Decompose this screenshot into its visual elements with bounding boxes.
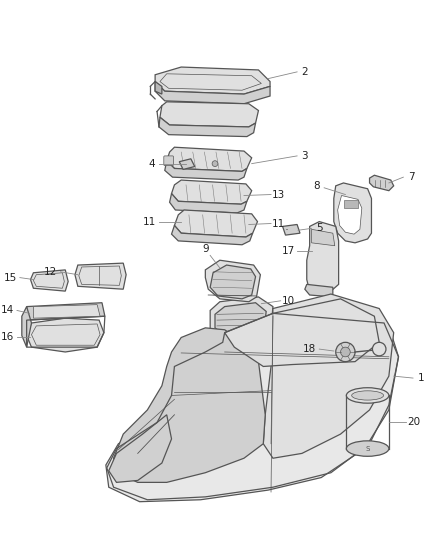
- Polygon shape: [170, 193, 247, 213]
- Text: 15: 15: [4, 272, 17, 282]
- Polygon shape: [210, 265, 255, 299]
- Polygon shape: [155, 82, 270, 104]
- Circle shape: [336, 342, 355, 362]
- Text: 1: 1: [417, 373, 424, 383]
- Text: 16: 16: [1, 333, 14, 343]
- Polygon shape: [305, 285, 333, 297]
- Text: 13: 13: [272, 190, 286, 199]
- Polygon shape: [113, 328, 265, 482]
- Text: 14: 14: [1, 305, 14, 316]
- Polygon shape: [160, 102, 258, 127]
- Polygon shape: [155, 67, 270, 94]
- FancyBboxPatch shape: [164, 156, 173, 166]
- Polygon shape: [172, 180, 252, 204]
- Text: 9: 9: [202, 244, 208, 254]
- Polygon shape: [338, 196, 362, 234]
- Text: 11: 11: [143, 216, 156, 227]
- Polygon shape: [75, 263, 126, 289]
- Polygon shape: [307, 222, 339, 295]
- Text: 11: 11: [272, 219, 286, 229]
- Text: 17: 17: [282, 246, 295, 255]
- Ellipse shape: [346, 387, 389, 403]
- Text: 4: 4: [149, 159, 155, 168]
- Polygon shape: [155, 82, 162, 94]
- Text: 5: 5: [316, 223, 323, 233]
- Polygon shape: [22, 306, 32, 347]
- Text: S: S: [365, 446, 370, 451]
- Circle shape: [341, 347, 350, 357]
- Polygon shape: [179, 159, 195, 169]
- Polygon shape: [106, 316, 399, 502]
- Polygon shape: [31, 270, 68, 291]
- Polygon shape: [27, 303, 105, 320]
- Polygon shape: [370, 175, 394, 191]
- Circle shape: [372, 342, 386, 356]
- Polygon shape: [215, 303, 266, 336]
- Text: 10: 10: [282, 296, 295, 306]
- Polygon shape: [205, 260, 261, 302]
- Text: 20: 20: [407, 417, 420, 427]
- Ellipse shape: [352, 391, 384, 400]
- Polygon shape: [174, 210, 258, 237]
- Polygon shape: [159, 117, 255, 136]
- Circle shape: [212, 161, 218, 166]
- Polygon shape: [33, 305, 100, 318]
- Polygon shape: [334, 183, 371, 243]
- Text: 2: 2: [301, 67, 308, 77]
- Polygon shape: [210, 297, 273, 340]
- Polygon shape: [27, 318, 104, 352]
- Text: 7: 7: [408, 172, 414, 182]
- Polygon shape: [167, 147, 252, 171]
- Polygon shape: [172, 225, 253, 245]
- Text: 3: 3: [301, 151, 308, 161]
- Polygon shape: [263, 294, 394, 458]
- Text: 8: 8: [313, 181, 320, 191]
- Polygon shape: [311, 229, 335, 246]
- Polygon shape: [165, 161, 247, 180]
- Polygon shape: [109, 415, 172, 482]
- Bar: [344, 200, 358, 208]
- Ellipse shape: [346, 441, 389, 456]
- Polygon shape: [225, 299, 379, 367]
- Polygon shape: [283, 224, 300, 235]
- Text: 12: 12: [44, 267, 57, 277]
- Text: 18: 18: [303, 344, 316, 354]
